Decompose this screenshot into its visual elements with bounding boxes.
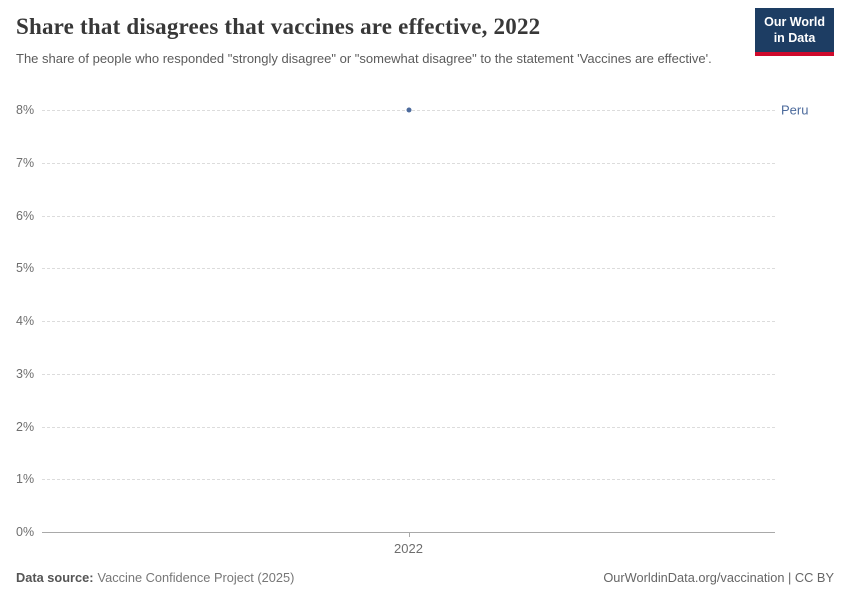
y-gridline xyxy=(42,321,775,322)
y-tick-label: 8% xyxy=(16,103,35,117)
logo-line-1: Our World xyxy=(764,15,825,29)
chart-subtitle: The share of people who responded "stron… xyxy=(16,51,712,66)
y-tick-label: 0% xyxy=(16,525,35,539)
y-tick-label: 1% xyxy=(16,472,35,487)
owid-logo[interactable]: Our World in Data xyxy=(755,8,834,56)
y-gridline xyxy=(42,479,775,481)
y-tick-label: 7% xyxy=(16,155,35,170)
data-point-peru[interactable] xyxy=(406,107,411,113)
x-axis-tick xyxy=(408,533,410,537)
y-tick-label: 4% xyxy=(16,314,35,328)
footer-source: Data source: Vaccine Confidence Project (… xyxy=(16,570,294,585)
logo-line-2: in Data xyxy=(773,31,816,46)
y-tick-label: 2% xyxy=(16,419,35,434)
x-tick-label: 2022 xyxy=(394,541,423,556)
chart-area: 0% 1% 2% 3% 4% 5% 6% 7% 8% 2022 Peru xyxy=(0,96,850,557)
y-tick-label: 6% xyxy=(16,208,35,223)
chart-footer: Data source: Vaccine Confidence Project (… xyxy=(16,570,834,585)
footer-credit-link[interactable]: OurWorldinData.org/vaccination | CC BY xyxy=(603,570,834,585)
y-gridline xyxy=(42,162,775,164)
source-label: Data source: xyxy=(16,570,94,585)
y-gridline xyxy=(42,215,775,217)
entity-label-peru[interactable]: Peru xyxy=(781,102,809,118)
x-axis-line xyxy=(42,532,775,533)
y-tick-label: 3% xyxy=(16,366,35,381)
y-tick-label: 5% xyxy=(16,261,35,276)
y-gridline xyxy=(42,373,775,375)
y-gridline xyxy=(42,268,775,270)
source-text: Vaccine Confidence Project (2025) xyxy=(97,570,295,585)
y-gridline xyxy=(42,426,775,428)
page-title: Share that disagrees that vaccines are e… xyxy=(16,14,541,39)
